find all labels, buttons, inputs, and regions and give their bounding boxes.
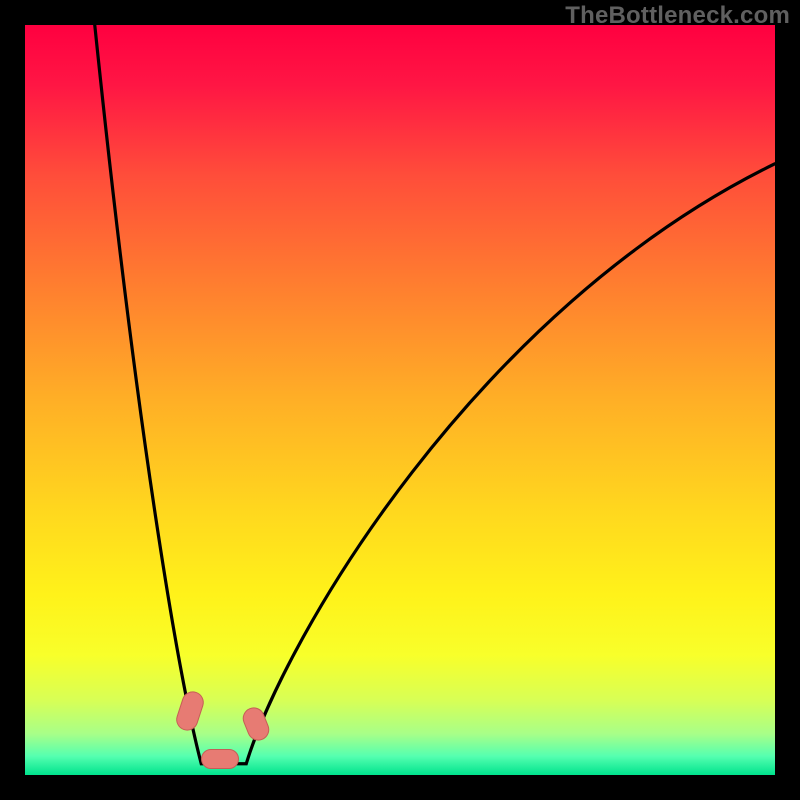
- chart-frame: TheBottleneck.com: [0, 0, 800, 800]
- curve-marker: [201, 749, 239, 769]
- plot-area: [25, 25, 775, 775]
- v-curve: [25, 25, 775, 775]
- watermark-text: TheBottleneck.com: [565, 2, 790, 30]
